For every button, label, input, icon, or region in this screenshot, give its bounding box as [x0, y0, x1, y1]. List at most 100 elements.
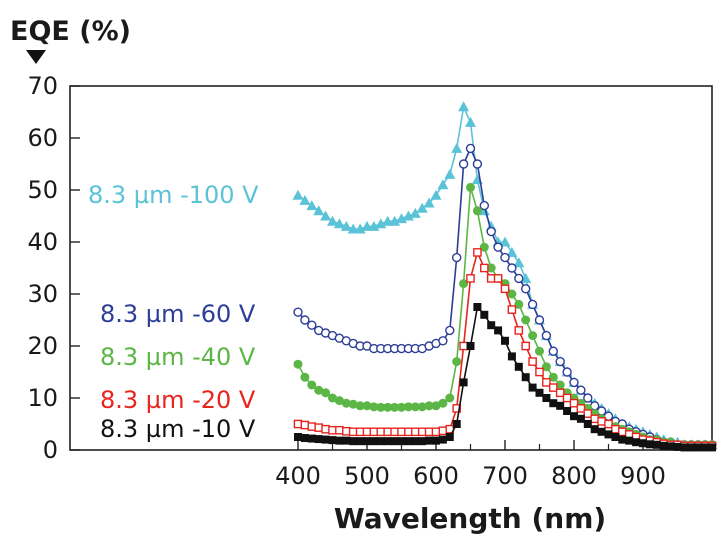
series-label: 8.3 µm -20 V — [100, 386, 256, 414]
data-point — [472, 206, 482, 216]
data-point — [403, 402, 413, 412]
data-point — [570, 412, 578, 421]
data-point — [356, 437, 365, 446]
data-point — [300, 372, 310, 382]
y-tick-label: 30 — [27, 280, 58, 308]
series-line — [297, 146, 712, 446]
data-point — [342, 426, 351, 436]
data-point — [466, 342, 475, 350]
data-point — [604, 419, 613, 429]
data-point — [416, 202, 428, 213]
data-point — [459, 279, 469, 289]
data-point — [583, 393, 593, 403]
data-point — [507, 289, 517, 299]
data-point — [396, 213, 407, 224]
data-point — [376, 427, 386, 437]
data-point — [397, 427, 406, 437]
data-point — [411, 437, 420, 446]
data-point — [300, 420, 310, 430]
data-point — [452, 357, 462, 367]
data-point — [480, 263, 489, 273]
data-point — [306, 200, 318, 211]
data-point — [514, 362, 523, 371]
data-point — [452, 252, 462, 263]
data-point — [555, 356, 565, 367]
series-label: 8.3 µm -10 V — [100, 415, 256, 443]
data-point — [556, 401, 565, 410]
data-point — [500, 284, 510, 294]
axes — [69, 85, 713, 451]
series-label: 8.3 µm -60 V — [100, 300, 256, 328]
data-point — [445, 325, 455, 336]
data-point — [465, 143, 476, 154]
data-point — [431, 401, 441, 411]
data-point — [639, 439, 647, 448]
data-point — [535, 367, 544, 377]
data-point — [680, 443, 689, 452]
data-point — [535, 346, 544, 356]
data-point — [313, 205, 325, 216]
data-point — [409, 207, 421, 218]
x-tick-label: 600 — [413, 462, 459, 490]
data-point — [583, 409, 593, 418]
data-point — [625, 436, 634, 445]
data-point — [708, 443, 716, 452]
data-point — [335, 425, 344, 435]
data-point — [438, 426, 448, 436]
data-point — [493, 242, 503, 252]
data-point — [473, 248, 482, 257]
data-point — [514, 273, 524, 284]
data-point — [390, 427, 399, 437]
data-point — [362, 427, 372, 437]
data-point — [389, 215, 401, 226]
data-point — [466, 182, 475, 192]
data-point — [314, 423, 324, 432]
data-point — [528, 331, 538, 341]
series-line — [297, 104, 712, 446]
data-point — [411, 427, 420, 437]
data-point — [424, 427, 434, 437]
y-tick-label: 20 — [27, 332, 58, 360]
data-point — [521, 315, 531, 325]
y-tick-label: 70 — [27, 72, 58, 100]
data-point — [597, 427, 606, 436]
data-point — [300, 315, 310, 325]
data-point — [548, 346, 558, 356]
y-tick-label: 10 — [27, 384, 58, 412]
data-point — [659, 441, 668, 450]
x-axis-title: Wavelength (nm) — [334, 502, 606, 535]
data-point — [534, 315, 545, 325]
series-s0 — [292, 101, 718, 450]
data-point — [486, 263, 496, 273]
data-point — [458, 101, 470, 112]
y-axis-arrow-icon — [26, 50, 46, 64]
data-point — [437, 179, 449, 190]
data-point — [514, 299, 524, 309]
data-point — [362, 401, 372, 411]
data-point — [341, 398, 351, 408]
data-point — [445, 393, 455, 403]
data-point — [417, 402, 427, 412]
data-point — [334, 396, 344, 406]
y-axis-title: EQE (%) — [10, 16, 131, 47]
data-point — [307, 422, 317, 431]
data-point — [542, 378, 551, 387]
data-point — [432, 436, 440, 445]
data-point — [348, 399, 358, 409]
data-point — [349, 437, 358, 446]
data-point — [480, 310, 489, 319]
data-point — [576, 414, 585, 423]
data-point — [542, 394, 551, 402]
data-point — [590, 414, 599, 424]
data-point — [369, 437, 378, 446]
data-point — [376, 402, 386, 412]
ticks: 0 10 20 30 40 50 60 70 400 500 600 700 800 900 — [27, 72, 679, 490]
data-point — [390, 402, 400, 412]
data-point — [618, 435, 627, 444]
data-point — [383, 427, 393, 437]
data-point — [458, 159, 469, 169]
data-point — [307, 320, 317, 330]
data-point — [563, 407, 572, 415]
data-point — [438, 435, 447, 444]
data-point — [328, 425, 337, 435]
